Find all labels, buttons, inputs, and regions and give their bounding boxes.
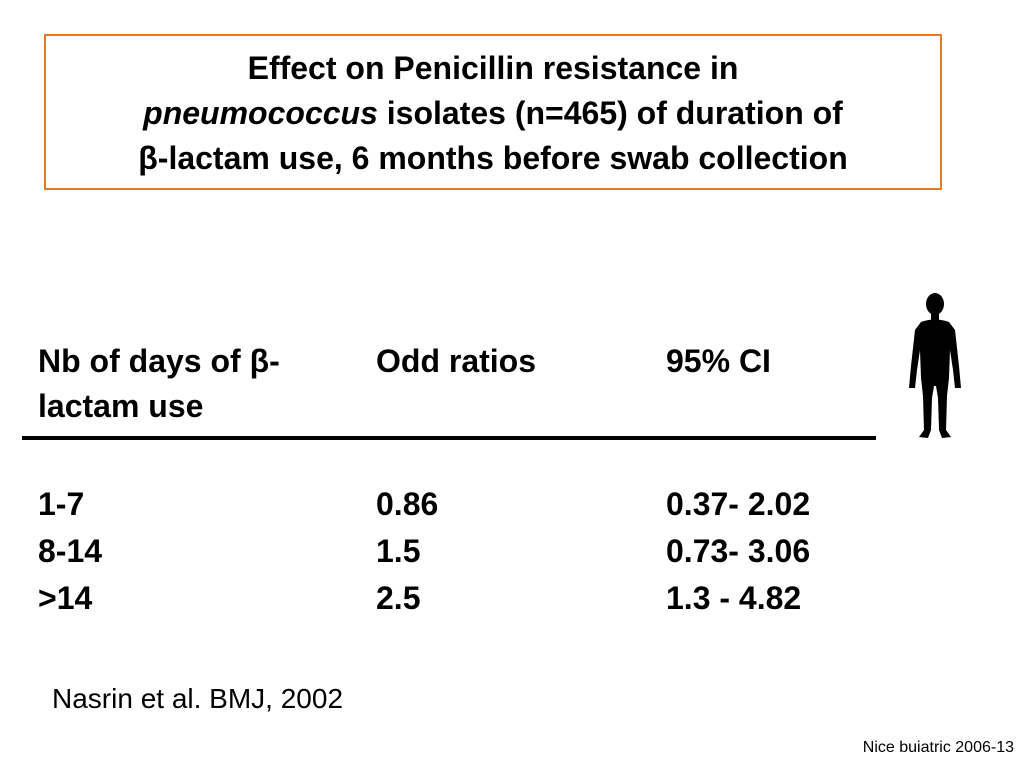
title-italic-organism: pneumococcus (143, 95, 378, 131)
title-line-2: pneumococcus isolates (n=465) of duratio… (46, 91, 940, 136)
header-days-hyphen: - (269, 343, 280, 379)
cell-days: 1-7 (38, 486, 85, 522)
citation: Nasrin et al. BMJ, 2002 (52, 683, 344, 714)
title-line-2-rest: isolates (n=465) of duration of (377, 95, 843, 131)
cell-odds: 2.5 (376, 580, 421, 616)
slide-title-box: Effect on Penicillin resistance in pneum… (44, 34, 942, 190)
beta-symbol: β (249, 343, 270, 379)
cell-odds: 1.5 (376, 533, 421, 569)
cell-days: >14 (38, 580, 93, 616)
table-header-row: Nb of days of β- lactam use Odd ratios 9… (38, 339, 888, 431)
cell-ci: 0.37- 2.02 (666, 486, 811, 522)
table-header-divider (22, 436, 876, 440)
cell-days: 8-14 (38, 533, 103, 569)
person-silhouette-icon (909, 293, 961, 438)
header-days-prefix: Nb of days of (38, 343, 250, 379)
header-days-line-1: Nb of days of β- (38, 339, 280, 384)
beta-symbol: β (138, 140, 158, 176)
cell-ci: 0.73- 3.06 (666, 533, 811, 569)
title-line-3: β-lactam use, 6 months before swab colle… (46, 136, 940, 181)
header-confidence-interval: 95% CI (666, 343, 771, 379)
cell-ci: 1.3 - 4.82 (666, 580, 802, 616)
slide-footer: Nice buiatric 2006-13 (862, 739, 1014, 756)
title-line-1: Effect on Penicillin resistance in (247, 50, 739, 86)
header-days: Nb of days of β- lactam use (38, 339, 280, 429)
header-days-line-2: lactam use (38, 388, 204, 424)
header-odds-ratio: Odd ratios (376, 343, 537, 379)
title-line-3-rest: -lactam use, 6 months before swab collec… (157, 140, 848, 176)
cell-odds: 0.86 (376, 486, 439, 522)
